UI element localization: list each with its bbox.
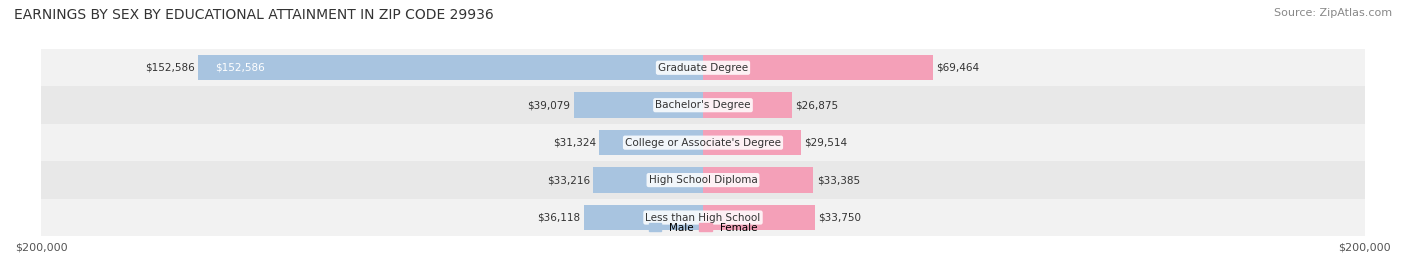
Bar [41,49,1365,87]
Text: $152,586: $152,586 [145,63,195,73]
Text: $33,216: $33,216 [547,175,589,185]
Legend: Male, Female: Male, Female [644,218,762,237]
Text: $39,079: $39,079 [527,100,571,110]
Text: Bachelor's Degree: Bachelor's Degree [655,100,751,110]
Bar [574,92,703,118]
Text: $26,875: $26,875 [796,100,838,110]
Text: Less than High School: Less than High School [645,213,761,222]
Text: College or Associate's Degree: College or Associate's Degree [626,138,780,148]
Bar [41,199,1365,236]
Text: High School Diploma: High School Diploma [648,175,758,185]
Text: $33,750: $33,750 [818,213,860,222]
Text: $152,586: $152,586 [215,63,264,73]
Bar [593,167,703,193]
Bar [41,124,1365,161]
Text: $33,385: $33,385 [817,175,860,185]
Text: Source: ZipAtlas.com: Source: ZipAtlas.com [1274,8,1392,18]
Text: EARNINGS BY SEX BY EDUCATIONAL ATTAINMENT IN ZIP CODE 29936: EARNINGS BY SEX BY EDUCATIONAL ATTAINMEN… [14,8,494,22]
Text: $31,324: $31,324 [553,138,596,148]
Bar [599,130,703,155]
Bar [583,205,703,230]
Text: $29,514: $29,514 [804,138,846,148]
Bar [703,167,814,193]
Bar [703,205,814,230]
Text: $69,464: $69,464 [936,63,979,73]
Bar [41,87,1365,124]
Bar [703,130,800,155]
Bar [703,55,932,80]
Bar [703,92,792,118]
Bar [41,161,1365,199]
Text: Graduate Degree: Graduate Degree [658,63,748,73]
Bar [198,55,703,80]
Text: $36,118: $36,118 [537,213,581,222]
